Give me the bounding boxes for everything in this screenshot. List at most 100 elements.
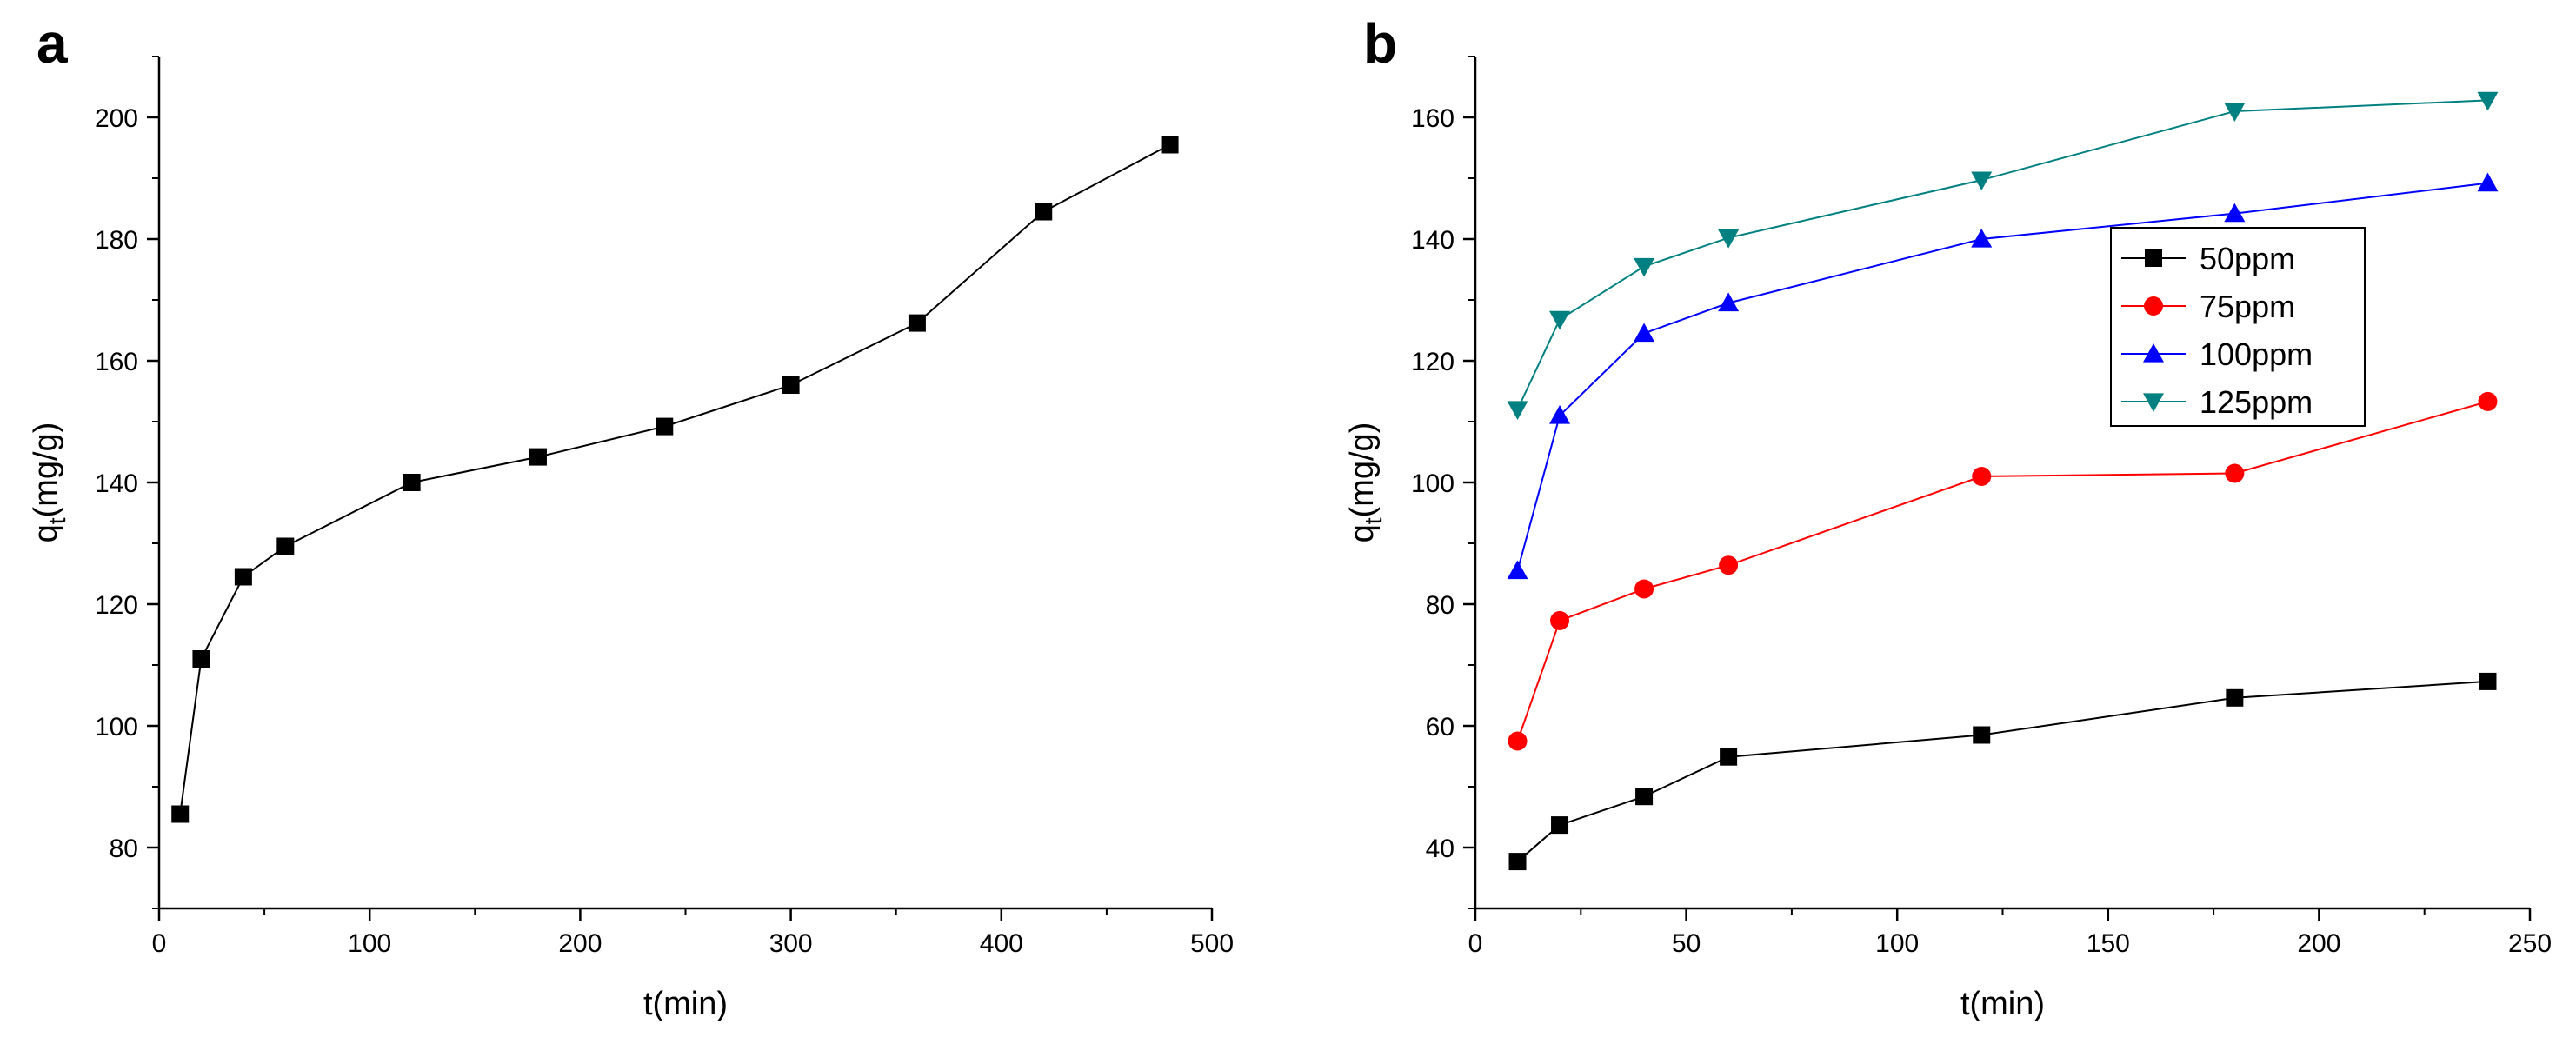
- data-point: [1551, 816, 1569, 835]
- y-tick-label: 200: [95, 104, 138, 133]
- y-tick-label: 140: [1411, 226, 1454, 255]
- data-point: [1508, 853, 1527, 871]
- data-point: [171, 805, 190, 823]
- data-point: [2477, 91, 2499, 111]
- x-tick-label: 50: [1672, 929, 1701, 958]
- series-line: [179, 143, 1171, 815]
- y-tick-label: 180: [95, 226, 138, 255]
- data-point: [2479, 672, 2497, 690]
- y-tick-label: 80: [110, 835, 138, 863]
- data-point: [529, 448, 547, 466]
- data-point: [403, 474, 421, 491]
- y-tick-label: 100: [1411, 469, 1454, 498]
- y-axis-title-subscript: t: [43, 517, 70, 524]
- data-point: [1549, 405, 1571, 424]
- series-50ppm: [1508, 672, 2497, 871]
- series-100ppm: [1507, 172, 2499, 580]
- y-axis-title-unit: (mg/g): [1344, 422, 1381, 518]
- x-tick-label: 250: [2508, 929, 2552, 958]
- y-tick-label: 120: [95, 591, 138, 620]
- data-point: [1035, 203, 1053, 221]
- data-point: [1973, 726, 1991, 744]
- legend-marker: [2145, 249, 2162, 267]
- data-point: [1719, 555, 1739, 575]
- legend-label: 100ppm: [2200, 336, 2313, 372]
- data-point: [2477, 172, 2499, 192]
- x-tick-label: 300: [769, 929, 813, 958]
- data-point: [2226, 688, 2244, 707]
- data-point: [1718, 229, 1740, 249]
- chart-panel-b: b 0 50 100 150 200 250 40 60 80 100 120 140 160 t(min)…: [1344, 12, 2552, 1022]
- y-tick-label: 140: [95, 469, 138, 498]
- y-axis-title-subscript: t: [1360, 517, 1387, 524]
- y-axis-title-unit: (mg/g): [28, 422, 64, 518]
- x-tick-label: 150: [2087, 929, 2130, 958]
- y-tick-label: 120: [1411, 348, 1454, 376]
- data-point: [2224, 203, 2246, 223]
- y-axis-title: qt(mg/g): [1344, 422, 1387, 543]
- x-axis-title: t(min): [1960, 986, 2045, 1022]
- legend-label: 50ppm: [2200, 241, 2295, 276]
- series-line: [1516, 680, 2488, 862]
- x-tick-label: 0: [1468, 929, 1483, 958]
- legend-marker: [2143, 393, 2164, 412]
- data-point: [1634, 323, 1655, 343]
- series-75ppm: [1508, 391, 2498, 751]
- chart-panel-a: a 0 100 200 300 400 500 80 100 120 140 160 180 200 t(m…: [28, 12, 1234, 1022]
- data-point: [2478, 391, 2498, 411]
- data-point: [276, 537, 295, 555]
- y-tick-label: 100: [95, 713, 138, 742]
- data-point: [2225, 463, 2245, 483]
- y-tick-label: 160: [95, 348, 138, 376]
- y-axis-title-main: q: [1344, 524, 1381, 542]
- data-point: [1718, 292, 1740, 312]
- legend-marker: [2144, 296, 2163, 316]
- data-point: [1634, 257, 1655, 277]
- legend-label: 125ppm: [2200, 384, 2313, 420]
- data-point: [2224, 103, 2246, 122]
- data-point: [1508, 731, 1528, 751]
- data-point: [1507, 560, 1528, 580]
- legend: 50ppm 75ppm 100ppm 125ppm: [2110, 227, 2366, 427]
- x-tick-label: 0: [152, 929, 167, 958]
- panel-letter: b: [1363, 12, 1397, 75]
- panel-letter: a: [37, 12, 68, 75]
- data-point: [1507, 401, 1528, 420]
- legend-item: 75ppm: [2121, 289, 2295, 324]
- data-point: [1634, 579, 1654, 599]
- y-axis-title: qt(mg/g): [28, 422, 70, 543]
- legend-marker: [2143, 343, 2164, 363]
- legend-item: 100ppm: [2121, 336, 2313, 372]
- y-axis-title-main: q: [28, 524, 64, 542]
- data-point: [1972, 467, 1992, 486]
- series-125ppm: [1507, 91, 2499, 420]
- y-tick-label: 60: [1426, 713, 1454, 742]
- y-tick-label: 80: [1426, 591, 1454, 620]
- y-tick-label: 40: [1426, 835, 1454, 863]
- data-point: [1971, 229, 1993, 248]
- series-data: [171, 136, 1179, 823]
- data-point: [908, 314, 926, 332]
- legend-item: 50ppm: [2121, 241, 2295, 276]
- data-point: [656, 417, 674, 436]
- x-tick-label: 200: [558, 929, 602, 958]
- legend-item: 125ppm: [2121, 384, 2313, 420]
- x-tick-label: 500: [1190, 929, 1234, 958]
- x-tick-label: 200: [2297, 929, 2340, 958]
- x-tick-label: 100: [1875, 929, 1919, 958]
- y-tick-label: 160: [1411, 104, 1454, 133]
- data-point: [1549, 310, 1571, 330]
- data-point: [192, 650, 210, 668]
- data-point: [1550, 610, 1570, 630]
- x-axis-title: t(min): [643, 986, 728, 1022]
- x-tick-label: 100: [348, 929, 391, 958]
- data-point: [1720, 748, 1738, 766]
- legend-label: 75ppm: [2200, 289, 2295, 324]
- data-point: [1971, 171, 1993, 191]
- data-point: [1635, 788, 1654, 806]
- data-point: [782, 376, 800, 394]
- x-tick-label: 400: [980, 929, 1023, 958]
- data-point: [234, 568, 252, 586]
- data-point: [1161, 136, 1179, 154]
